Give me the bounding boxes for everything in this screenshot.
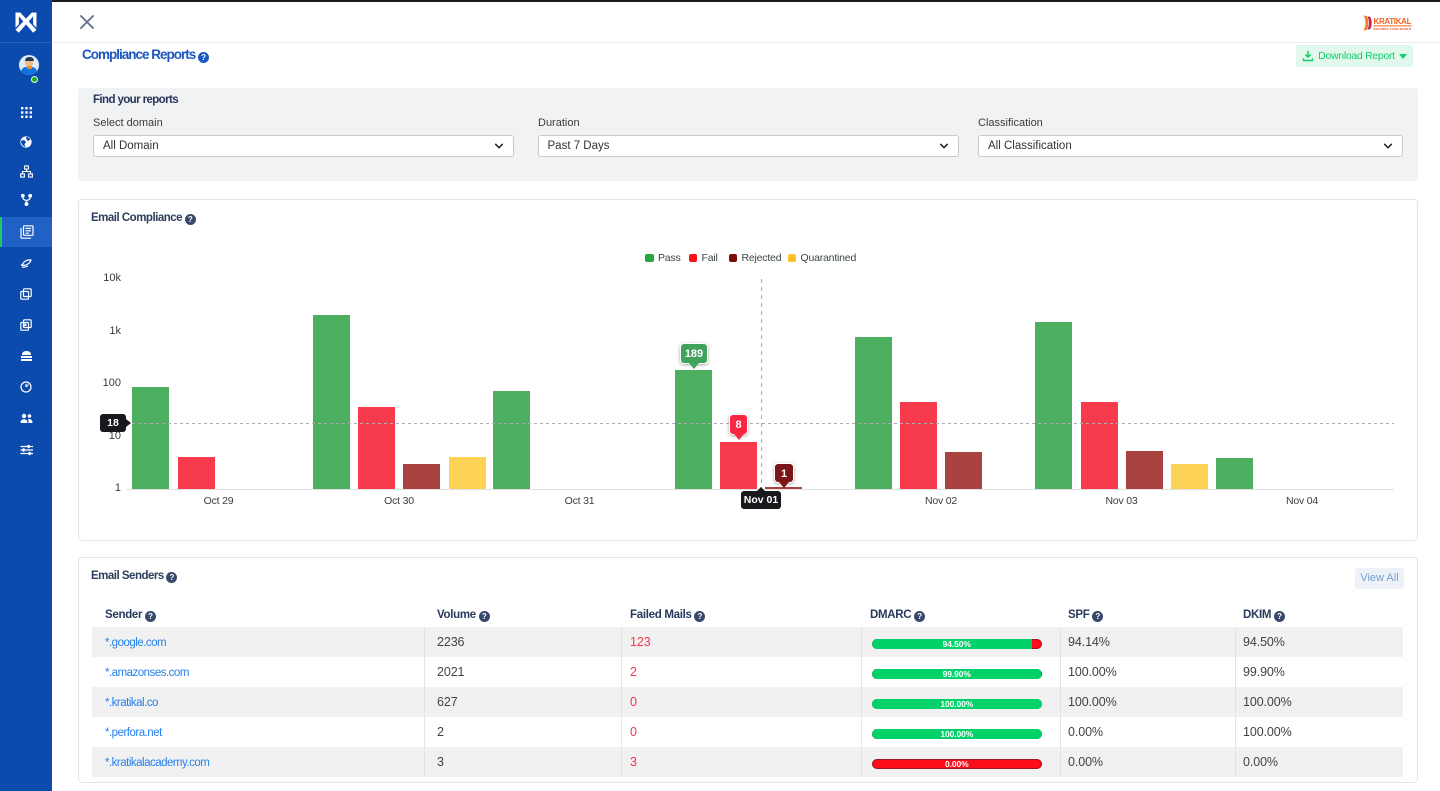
svg-text:SECURES YOUR WORLD: SECURES YOUR WORLD: [1374, 27, 1412, 31]
svg-text:KRATIKAL: KRATIKAL: [1374, 17, 1412, 26]
